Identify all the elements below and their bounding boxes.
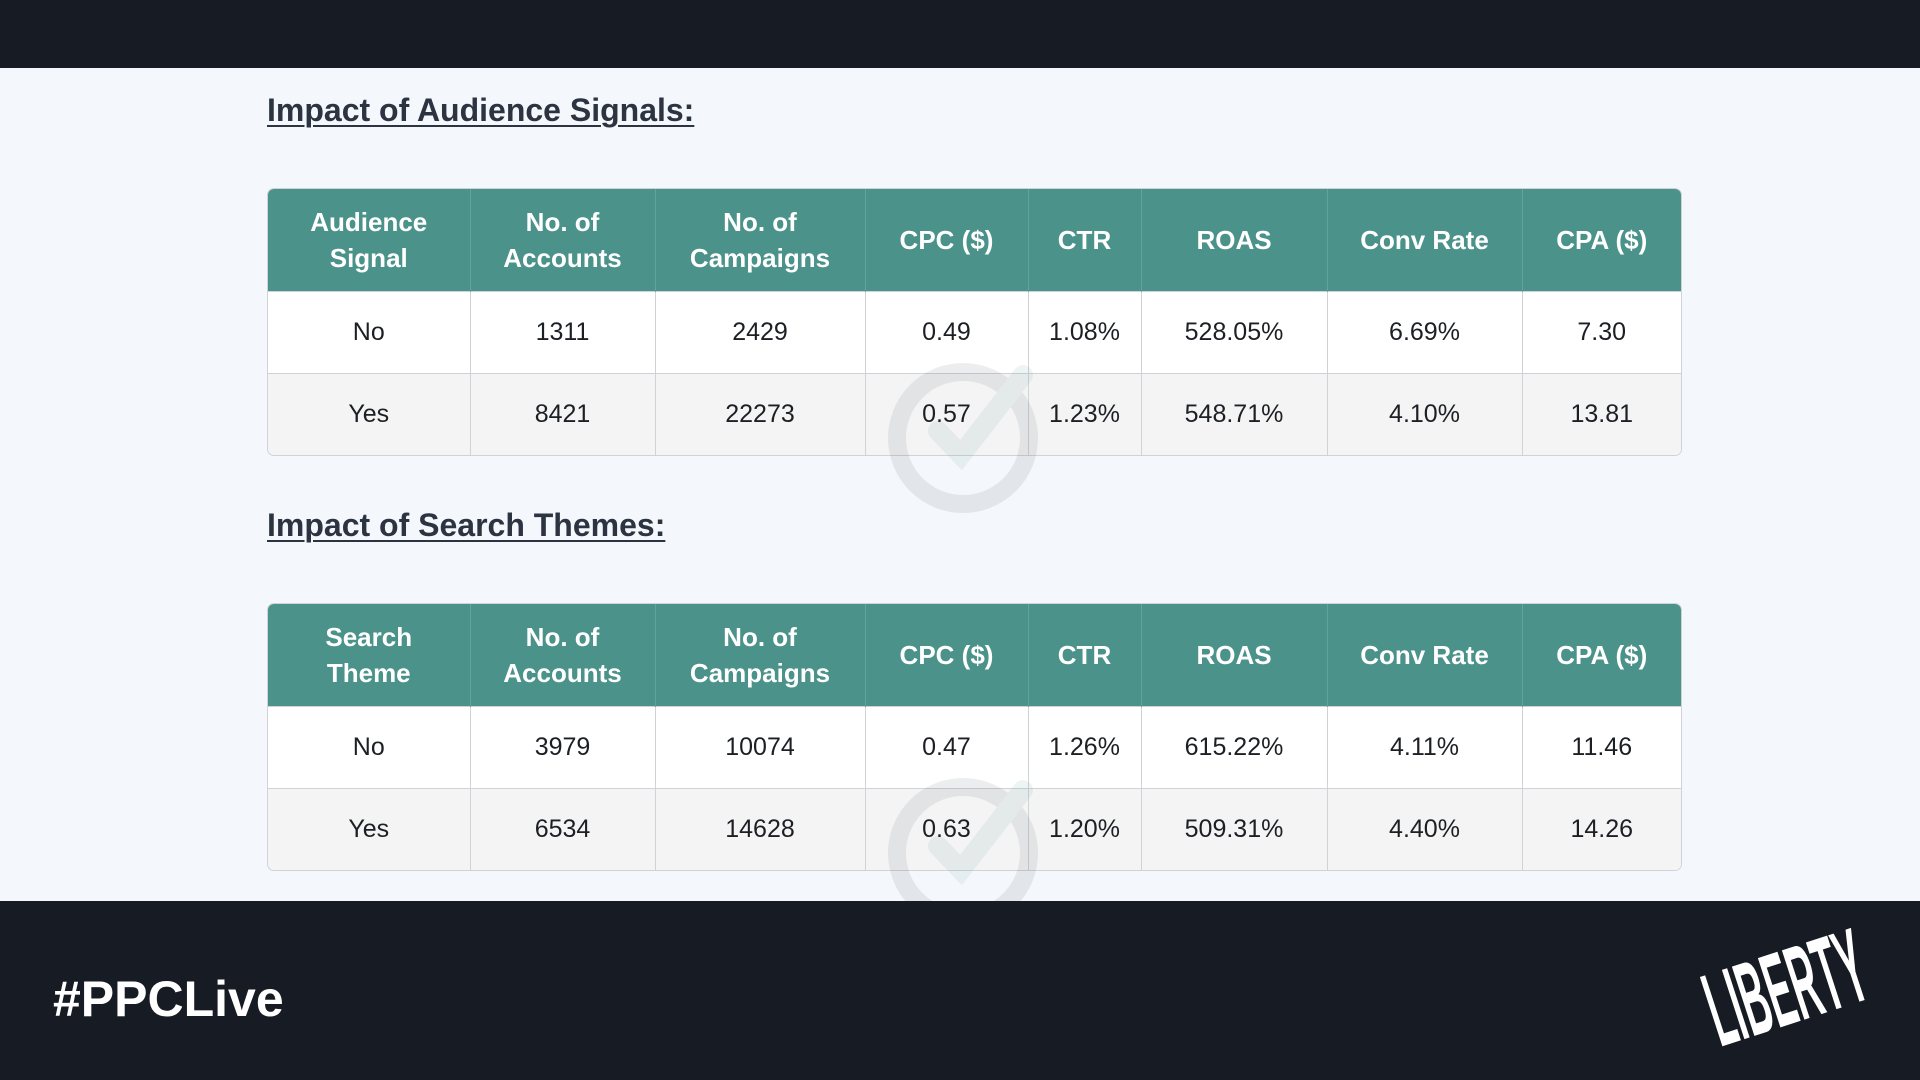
table-cell: 4.11%: [1327, 706, 1523, 789]
column-header: CPC ($): [865, 604, 1029, 707]
table-cell: 615.22%: [1141, 706, 1328, 789]
column-header: CPC ($): [865, 189, 1029, 292]
liberty-logo: LIBERTY: [1700, 915, 1881, 1065]
search-themes-table: Search Theme No. of Accounts No. of Camp…: [268, 604, 1681, 870]
table-cell: 6534: [470, 788, 656, 870]
table-cell: 1.08%: [1028, 291, 1142, 374]
column-header: ROAS: [1141, 604, 1328, 707]
column-header: CTR: [1028, 189, 1142, 292]
table-cell: 13.81: [1522, 373, 1681, 455]
table-cell: No: [268, 706, 471, 789]
column-header: Conv Rate: [1327, 189, 1523, 292]
column-header: No. of Campaigns: [655, 189, 866, 292]
table-cell: 1.23%: [1028, 373, 1142, 455]
search-themes-table-container: Search Theme No. of Accounts No. of Camp…: [267, 603, 1682, 871]
table-cell: 3979: [470, 706, 656, 789]
column-header: CTR: [1028, 604, 1142, 707]
table-cell: 1.20%: [1028, 788, 1142, 870]
table-cell: 22273: [655, 373, 866, 455]
table-cell: 509.31%: [1141, 788, 1328, 870]
table-cell: 548.71%: [1141, 373, 1328, 455]
column-header: ROAS: [1141, 189, 1328, 292]
table-cell: 528.05%: [1141, 291, 1328, 374]
table-row: Yes 6534 14628 0.63 1.20% 509.31% 4.40% …: [268, 788, 1681, 870]
column-header: Search Theme: [268, 604, 471, 707]
table-header-row: Search Theme No. of Accounts No. of Camp…: [268, 604, 1681, 707]
audience-signals-table: Audience Signal No. of Accounts No. of C…: [268, 189, 1681, 455]
footer-bar: [0, 901, 1920, 1080]
table-cell: 6.69%: [1327, 291, 1523, 374]
table-cell: Yes: [268, 373, 471, 455]
section-title-search-themes: Impact of Search Themes:: [267, 507, 666, 543]
table-cell: 1.26%: [1028, 706, 1142, 789]
table-cell: 1311: [470, 291, 656, 374]
table-cell: 4.40%: [1327, 788, 1523, 870]
table-header-row: Audience Signal No. of Accounts No. of C…: [268, 189, 1681, 292]
section-title-audience-signals: Impact of Audience Signals:: [267, 92, 695, 128]
table-cell: 10074: [655, 706, 866, 789]
column-header: Audience Signal: [268, 189, 471, 292]
column-header: No. of Accounts: [470, 604, 656, 707]
table-cell: 7.30: [1522, 291, 1681, 374]
table-cell: 8421: [470, 373, 656, 455]
top-bar: [0, 0, 1920, 68]
table-cell: 14.26: [1522, 788, 1681, 870]
table-cell: 14628: [655, 788, 866, 870]
column-header: CPA ($): [1522, 189, 1681, 292]
table-cell: 4.10%: [1327, 373, 1523, 455]
table-cell: No: [268, 291, 471, 374]
column-header: Conv Rate: [1327, 604, 1523, 707]
slide-content: Impact of Audience Signals: Audience Sig…: [0, 68, 1920, 928]
table-cell: 0.49: [865, 291, 1029, 374]
table-row: No 3979 10074 0.47 1.26% 615.22% 4.11% 1…: [268, 706, 1681, 789]
table-cell: 11.46: [1522, 706, 1681, 789]
table-row: No 1311 2429 0.49 1.08% 528.05% 6.69% 7.…: [268, 291, 1681, 374]
table-cell: Yes: [268, 788, 471, 870]
audience-signals-table-container: Audience Signal No. of Accounts No. of C…: [267, 188, 1682, 456]
logo-text: LIBERTY: [1700, 915, 1881, 1065]
table-cell: 0.47: [865, 706, 1029, 789]
table-cell: 0.63: [865, 788, 1029, 870]
table-cell: 2429: [655, 291, 866, 374]
column-header: No. of Campaigns: [655, 604, 866, 707]
column-header: CPA ($): [1522, 604, 1681, 707]
table-cell: 0.57: [865, 373, 1029, 455]
column-header: No. of Accounts: [470, 189, 656, 292]
table-row: Yes 8421 22273 0.57 1.23% 548.71% 4.10% …: [268, 373, 1681, 455]
hashtag-label: #PPCLive: [53, 971, 284, 1027]
